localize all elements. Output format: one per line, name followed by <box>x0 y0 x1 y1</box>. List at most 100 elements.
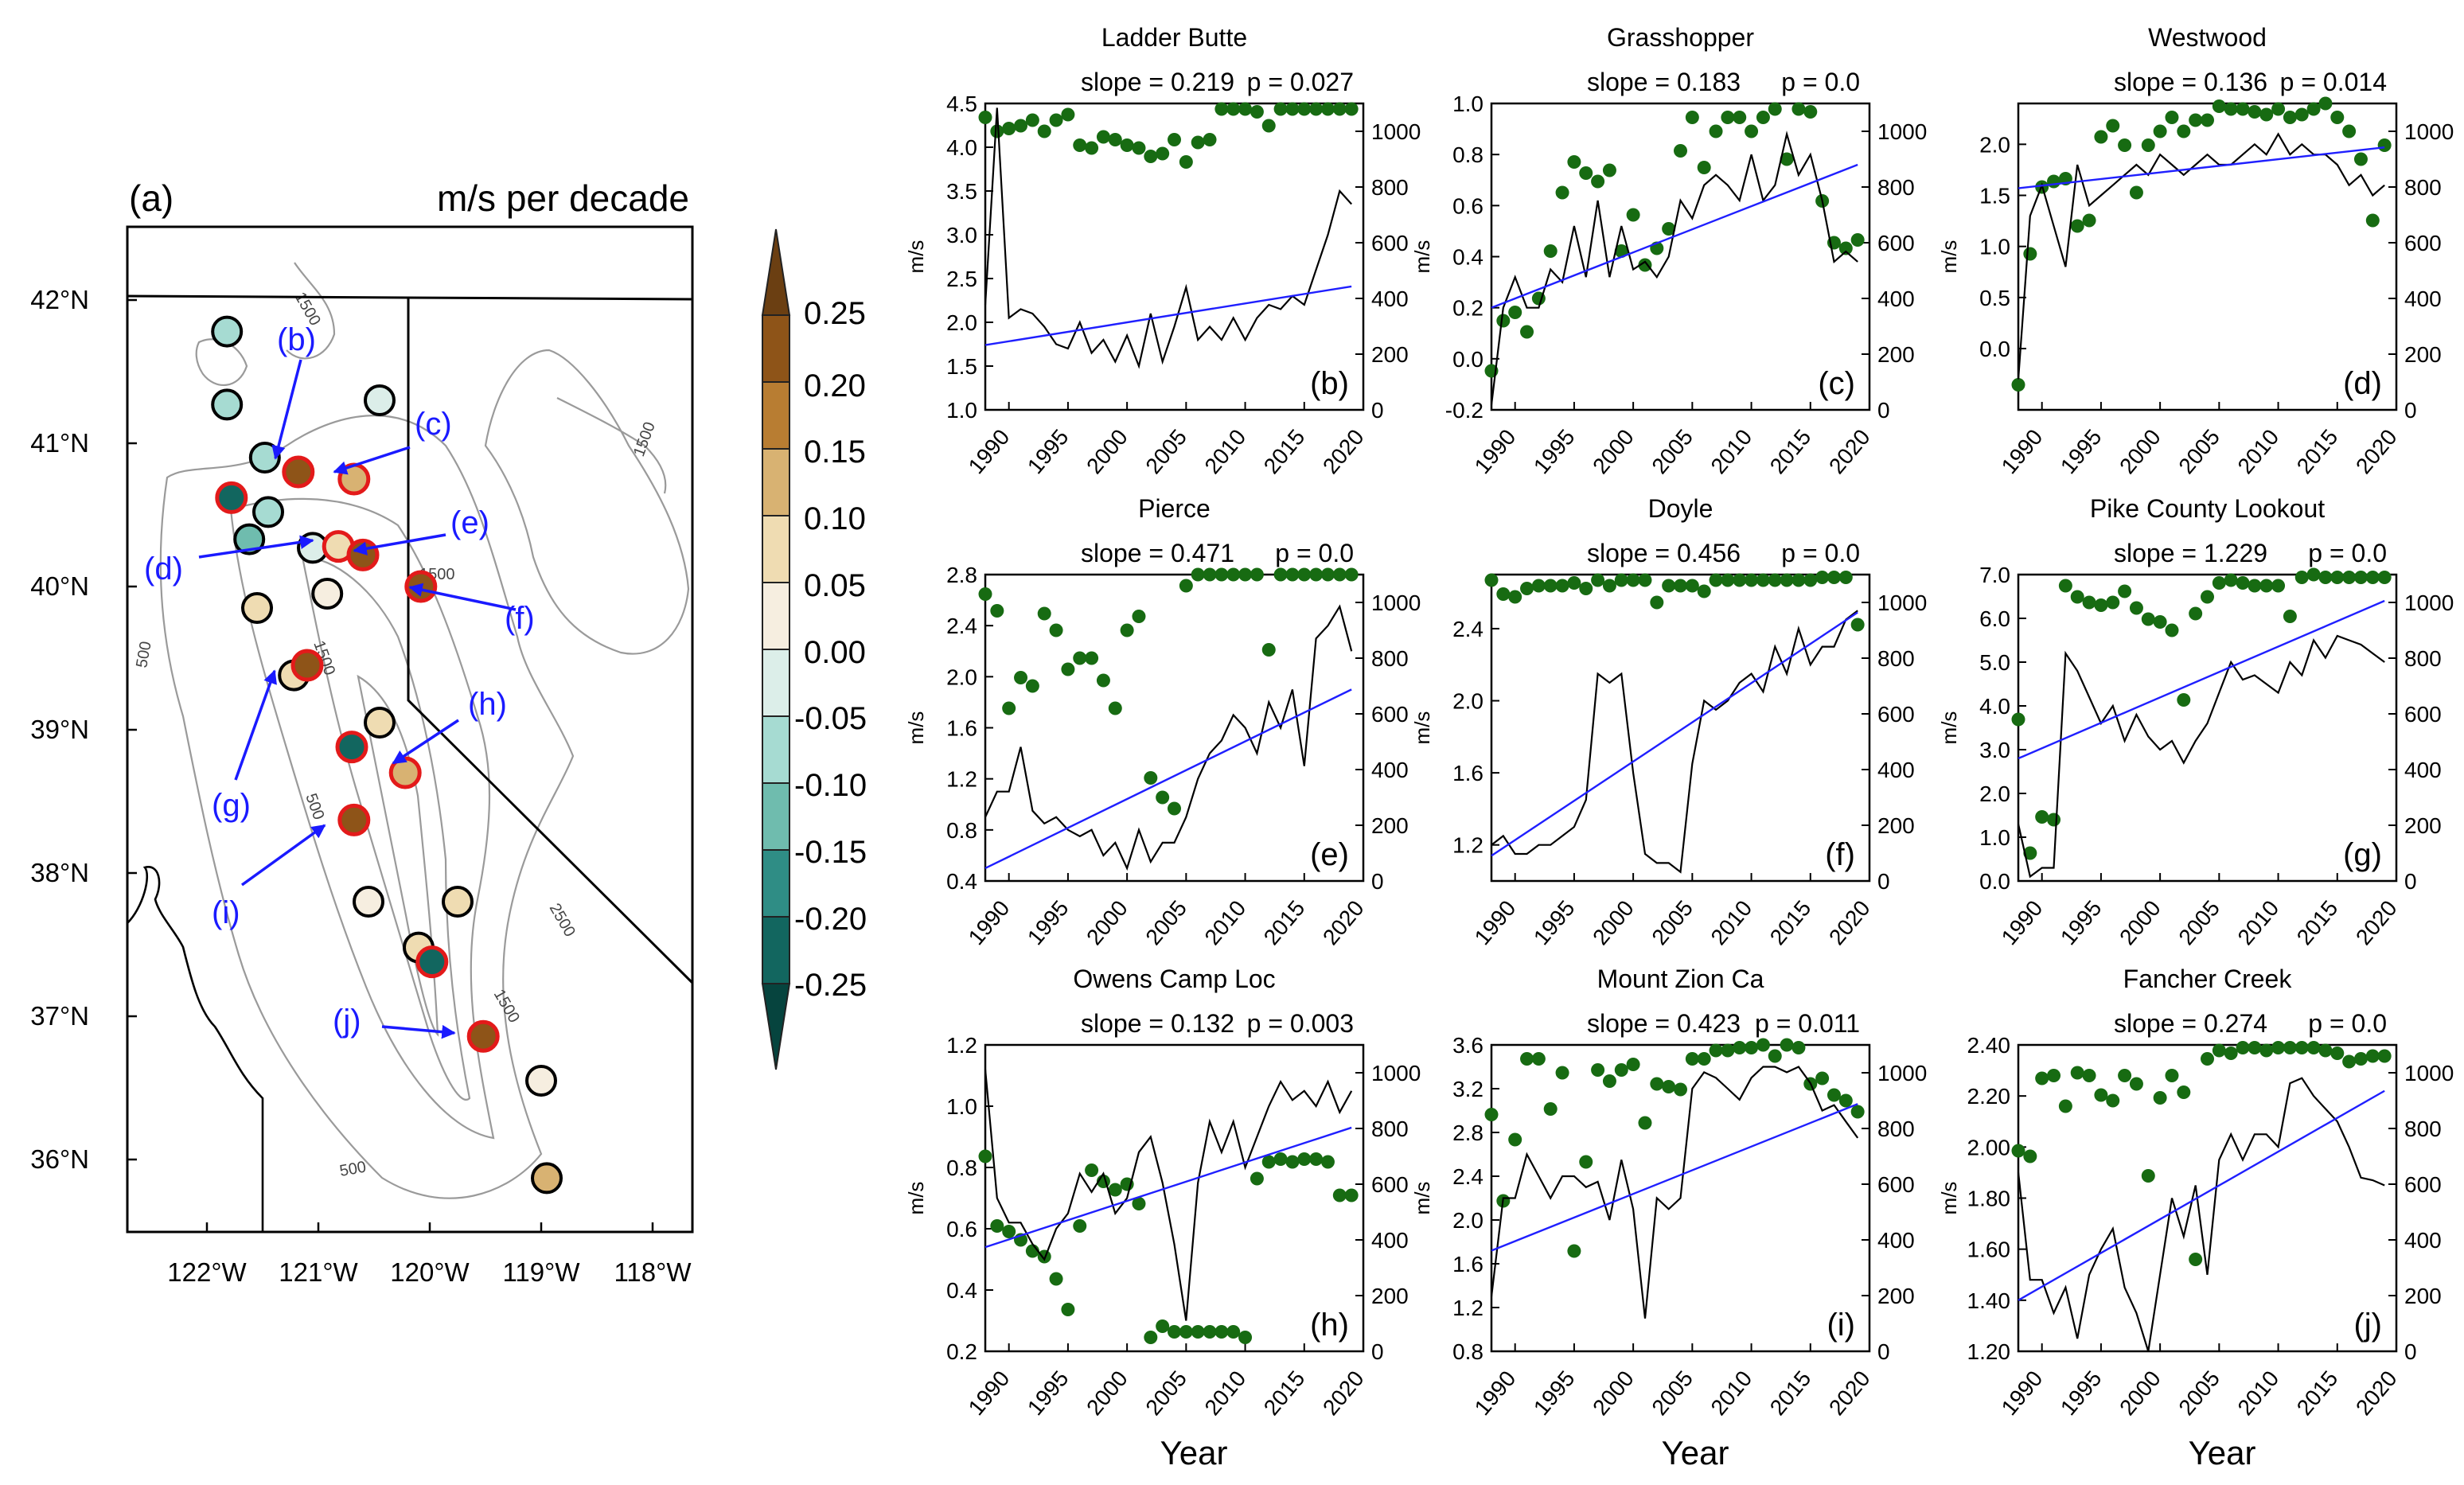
x-tick-label: 2020 <box>1318 425 1369 479</box>
slope-annotation: slope = 0.183 <box>1587 68 1741 96</box>
obs-point <box>2271 579 2286 593</box>
y-tick-label: 0.0 <box>1452 347 1483 372</box>
y2-tick-label: 800 <box>1371 1117 1409 1141</box>
p-value-annotation: p = 0.0 <box>1781 68 1860 96</box>
y2-tick-label: 600 <box>2404 231 2442 255</box>
obs-point <box>1049 623 1063 637</box>
x-tick-label: 2015 <box>1259 896 1310 950</box>
obs-point <box>2047 813 2061 827</box>
x-tick-label: 2015 <box>1765 896 1816 950</box>
obs-point <box>2294 571 2309 584</box>
obs-point <box>1791 573 1806 587</box>
obs-point <box>1049 113 1063 127</box>
obs-point <box>1025 113 1039 127</box>
y2-tick-label: 600 <box>1371 702 1409 727</box>
y-tick-label: 3.0 <box>1979 738 2010 762</box>
wind-series-line <box>2017 1077 2385 1352</box>
obs-point <box>2118 584 2132 598</box>
trend-line <box>1491 1103 1858 1252</box>
station-marker <box>233 523 266 555</box>
obs-point <box>1156 146 1170 161</box>
obs-point <box>1662 1080 1676 1093</box>
y-tick-label: 0.0 <box>1979 869 2010 894</box>
x-tick-label: 2015 <box>2292 1366 2343 1421</box>
y2-tick-label: 400 <box>1371 1228 1409 1253</box>
obs-point <box>1685 111 1699 124</box>
y-axis-label: m/s <box>904 711 928 745</box>
obs-point <box>1120 138 1134 152</box>
station-marker <box>466 1019 500 1053</box>
p-value-annotation: p = 0.011 <box>1755 1009 1860 1038</box>
obs-point <box>2094 1088 2108 1102</box>
obs-point <box>2330 1047 2345 1060</box>
wind-series-line <box>2017 634 2385 879</box>
obs-point <box>1037 606 1051 621</box>
obs-point <box>1827 1088 1841 1102</box>
y-axis-label: m/s <box>1410 240 1434 274</box>
obs-point <box>990 124 1004 138</box>
slope-annotation: slope = 0.456 <box>1587 539 1741 567</box>
panel-label: (e) <box>1310 837 1349 872</box>
obs-point <box>1555 185 1569 200</box>
obs-point <box>978 111 992 124</box>
obs-point <box>1555 579 1569 593</box>
trend-line <box>984 1126 1352 1249</box>
y2-tick-label: 0 <box>1371 398 1384 423</box>
station-labels: (b) (c) (d) (e) (f) (g) (h) (i) (j) <box>144 322 535 1039</box>
obs-point <box>1685 579 1699 593</box>
obs-point <box>2365 1049 2380 1063</box>
panel-label: (c) <box>1818 366 1855 401</box>
chart-panel-g: Pike County Lookout slope = 1.229 p = 0.0 0… <box>1937 494 2454 949</box>
obs-point <box>2141 138 2155 152</box>
x-tick-label: 2005 <box>1647 425 1698 479</box>
x-tick-label: 2000 <box>1588 896 1639 950</box>
y2-tick-label: 0 <box>2404 1339 2417 1364</box>
wind-series-line <box>984 1069 1353 1321</box>
obs-point <box>1638 1116 1652 1130</box>
y-tick-label: 1.2 <box>946 767 977 792</box>
obs-point <box>1520 325 1534 339</box>
obs-point <box>1768 573 1782 587</box>
y-tick-label: 1.2 <box>1452 1296 1483 1320</box>
y2-tick-label: 1000 <box>1877 1061 1927 1085</box>
station-label-d: (d) <box>144 552 183 587</box>
y-tick-label: 1.6 <box>1452 761 1483 785</box>
x-tick-label: 2000 <box>1588 425 1639 479</box>
obs-point <box>1850 233 1865 247</box>
obs-point <box>1191 135 1205 150</box>
y-tick-label: 0.2 <box>1452 296 1483 321</box>
lon-tick: 120°W <box>390 1257 470 1287</box>
coastline <box>127 866 264 1232</box>
obs-point <box>1721 1043 1735 1058</box>
y-axis-label: m/s <box>1410 1182 1434 1215</box>
y2-tick-label: 0 <box>1371 1339 1384 1364</box>
y2-tick-label: 0 <box>1877 869 1890 894</box>
obs-point <box>2165 1069 2179 1082</box>
obs-point <box>2236 102 2250 116</box>
x-tick-label: 1990 <box>964 425 1015 479</box>
panel-label: (g) <box>2343 837 2382 872</box>
y-tick-label: 0.8 <box>1452 1339 1483 1364</box>
obs-point <box>1709 573 1723 587</box>
obs-point <box>1674 144 1687 158</box>
x-tick-label: 1995 <box>1023 896 1074 950</box>
station-marker <box>252 496 284 528</box>
obs-point <box>2165 111 2179 124</box>
x-tick-label: 2010 <box>1200 1366 1251 1421</box>
obs-point <box>1037 124 1051 138</box>
y-tick-label: 2.8 <box>1452 1121 1483 1145</box>
obs-point <box>1579 582 1593 595</box>
obs-point <box>2318 571 2333 584</box>
plot-frame <box>984 1043 1365 1353</box>
obs-point <box>1014 119 1028 133</box>
obs-point <box>990 1219 1004 1233</box>
x-tick-label: 2020 <box>2351 1366 2402 1421</box>
obs-point <box>1085 651 1099 665</box>
colorbar-label: 0.05 <box>804 568 866 603</box>
y2-tick-label: 400 <box>1371 758 1409 782</box>
obs-point <box>1815 571 1830 584</box>
obs-point <box>1120 623 1134 637</box>
obs-point <box>1591 573 1605 587</box>
y-tick-label: 1.0 <box>946 1094 977 1119</box>
